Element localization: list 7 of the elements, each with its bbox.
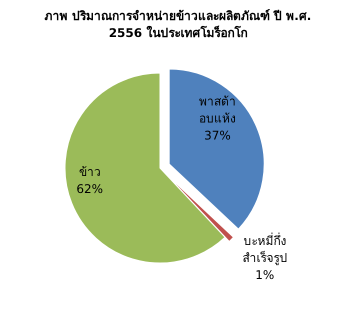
chart-title: ภาพ ปริมาณการจำหน่ายข้าวและผลิตภัณฑ์ ปี พ.ศ. 2556 ในประเทศโมร็อกโก <box>44 9 312 40</box>
slice-label: พาสต้า อบแห้ง <box>198 94 236 126</box>
data-label: 1% <box>255 268 274 282</box>
data-label: 37% <box>204 128 231 142</box>
data-label: 62% <box>76 182 104 196</box>
slice-label: ข้าว <box>78 165 101 180</box>
slice-label: บะหมี่กึ่ง สำเร็จรูป <box>242 232 288 266</box>
